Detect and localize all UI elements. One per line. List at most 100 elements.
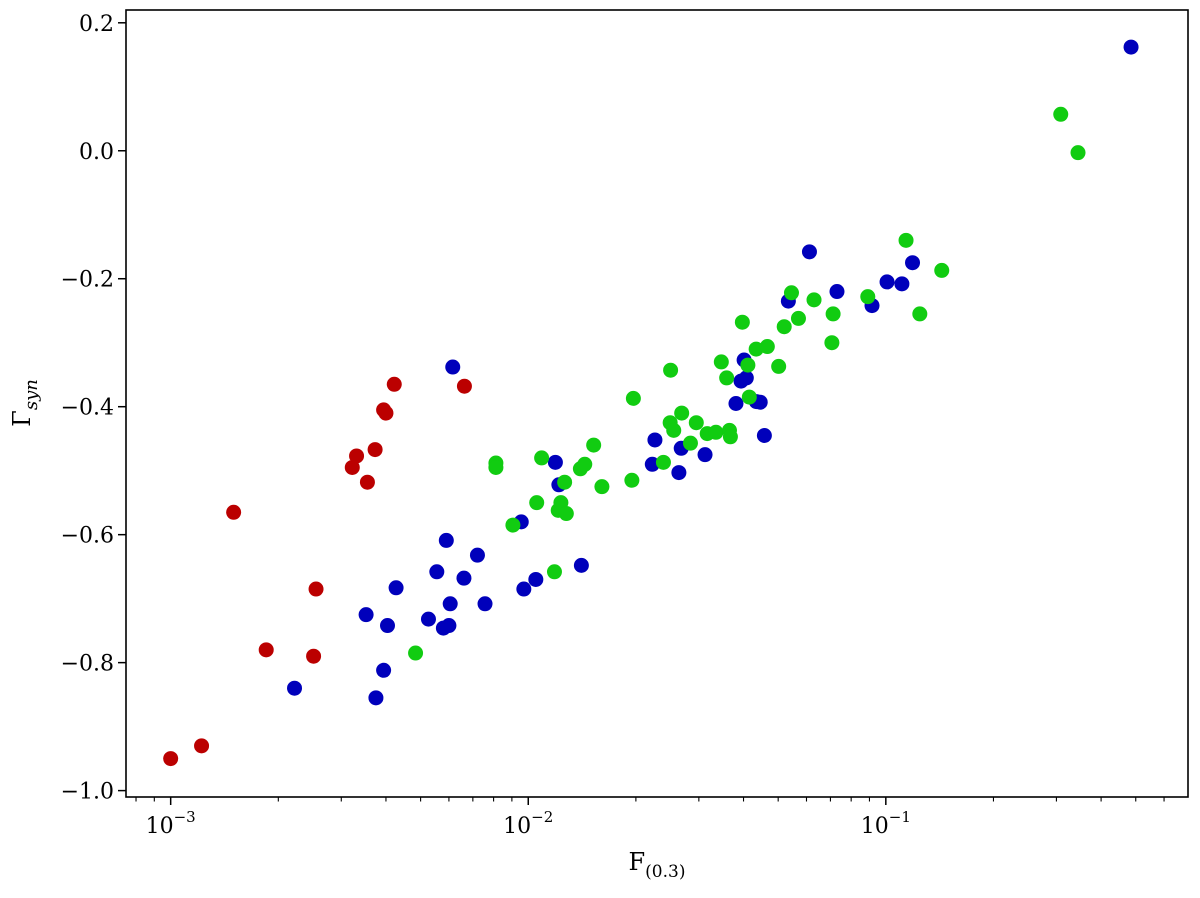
x-axis-label-main: F	[629, 848, 646, 876]
data-point	[577, 456, 593, 472]
data-point	[756, 427, 772, 443]
data-point	[349, 448, 365, 464]
data-point	[825, 306, 841, 322]
data-point	[748, 341, 764, 357]
data-point	[477, 596, 493, 612]
data-point	[790, 310, 806, 326]
y-axis-label: Γsyn	[8, 379, 42, 427]
data-point	[469, 547, 485, 563]
data-point	[783, 285, 799, 301]
data-point	[722, 429, 738, 445]
data-point	[388, 580, 404, 596]
data-point	[879, 274, 895, 290]
y-axis-label-main: Γ	[8, 410, 36, 427]
data-point	[734, 314, 750, 330]
x-tick-base: 10	[146, 814, 174, 839]
data-point	[573, 557, 589, 573]
y-tick-label: −1.0	[61, 780, 114, 805]
series-3	[408, 106, 1086, 661]
data-point	[516, 581, 532, 597]
y-tick-label: −0.4	[61, 396, 114, 421]
data-point	[546, 564, 562, 580]
data-point	[801, 244, 817, 260]
x-tick-exponent: −3	[174, 808, 196, 826]
x-tick-label: 10−3	[146, 808, 196, 839]
x-tick-label: 10−2	[503, 808, 553, 839]
y-tick-label: −0.6	[61, 524, 114, 549]
data-point	[905, 255, 921, 271]
data-point	[771, 358, 787, 374]
data-point	[934, 262, 950, 278]
x-tick-label: 10−1	[861, 808, 911, 839]
data-point	[1070, 145, 1086, 161]
y-tick-label: 0.2	[79, 12, 114, 37]
data-point	[1123, 39, 1139, 55]
data-points	[163, 39, 1139, 767]
data-point	[708, 424, 724, 440]
data-point	[408, 645, 424, 661]
data-point	[824, 335, 840, 351]
data-point	[759, 339, 775, 355]
data-point	[429, 564, 445, 580]
data-point	[594, 479, 610, 495]
data-point	[647, 432, 663, 448]
y-tick-label: −0.8	[61, 652, 114, 677]
data-point	[740, 357, 756, 373]
data-point	[226, 504, 242, 520]
x-axis-ticks: 10−3 10−2 10−1	[135, 797, 1165, 839]
data-point	[860, 289, 876, 305]
data-point	[625, 390, 641, 406]
data-point	[558, 506, 574, 522]
data-point	[829, 284, 845, 300]
data-point	[547, 454, 563, 470]
data-point	[557, 474, 573, 490]
data-point	[287, 680, 303, 696]
series-2	[287, 39, 1139, 706]
data-point	[368, 690, 384, 706]
data-point	[445, 359, 461, 375]
x-axis-label: F(0.3)	[629, 848, 686, 882]
data-point	[671, 465, 687, 481]
plot-frame	[125, 9, 1189, 798]
data-point	[194, 738, 210, 754]
data-point	[912, 306, 928, 322]
data-point	[898, 232, 914, 248]
x-tick-exponent: −2	[531, 808, 553, 826]
data-point	[1053, 106, 1069, 122]
data-point	[358, 607, 374, 623]
data-point	[258, 642, 274, 658]
data-point	[666, 422, 682, 438]
data-point	[682, 435, 698, 451]
data-point	[163, 751, 179, 767]
data-point	[359, 474, 375, 490]
data-point	[528, 571, 544, 587]
data-point	[674, 405, 690, 421]
data-point	[655, 454, 671, 470]
data-point	[697, 447, 713, 463]
data-point	[644, 456, 660, 472]
data-point	[713, 354, 729, 370]
data-point	[894, 276, 910, 292]
data-point	[488, 459, 504, 475]
x-tick-base: 10	[503, 814, 531, 839]
data-point	[420, 611, 436, 627]
data-point	[776, 319, 792, 335]
data-point	[438, 532, 454, 548]
data-point	[378, 405, 394, 421]
data-point	[741, 389, 757, 405]
data-point	[688, 415, 704, 431]
series-1	[163, 376, 472, 767]
data-point	[624, 472, 640, 488]
data-point	[719, 370, 735, 386]
data-point	[344, 459, 360, 475]
y-axis-label-sub: syn	[21, 379, 42, 410]
data-point	[738, 370, 754, 386]
data-point	[456, 378, 472, 394]
data-point	[456, 570, 472, 586]
data-point	[367, 442, 383, 458]
data-point	[376, 662, 392, 678]
data-point	[806, 292, 822, 308]
x-tick-exponent: −1	[889, 808, 911, 826]
data-point	[505, 517, 521, 533]
